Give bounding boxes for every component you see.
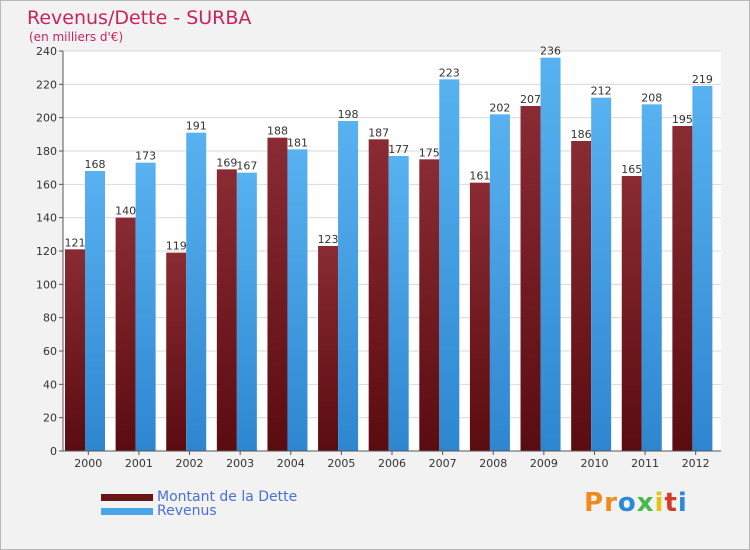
data-label-revenus: 198 <box>338 108 359 121</box>
bar-debt <box>571 141 592 451</box>
bar-debt <box>166 252 187 451</box>
data-label-debt: 195 <box>672 113 693 126</box>
data-label-revenus: 223 <box>439 66 460 79</box>
bar-debt <box>520 106 541 451</box>
data-label-revenus: 212 <box>591 85 612 98</box>
logo-letter: i <box>654 488 665 518</box>
bar-revenus <box>85 171 105 451</box>
x-tick-label: 2005 <box>327 457 355 470</box>
bar-debt <box>115 217 136 451</box>
bar-debt <box>368 139 389 452</box>
data-label-debt: 207 <box>520 93 541 106</box>
legend-swatch-debt <box>101 493 153 501</box>
data-label-revenus: 191 <box>186 120 207 133</box>
logo-letter: x <box>636 488 655 518</box>
bar-revenus <box>489 114 510 451</box>
bar-debt <box>469 182 490 451</box>
x-tick-label: 2003 <box>226 457 254 470</box>
data-label-debt: 175 <box>419 146 440 159</box>
y-tick-label: 120 <box>36 245 57 258</box>
data-label-revenus: 173 <box>135 150 156 163</box>
data-label-debt: 119 <box>166 240 187 253</box>
y-tick-label: 200 <box>36 112 57 125</box>
y-tick-label: 60 <box>43 345 57 358</box>
bar-revenus <box>439 79 460 451</box>
y-tick-label: 240 <box>36 45 57 58</box>
data-label-revenus: 236 <box>540 45 561 58</box>
bar-revenus <box>135 162 156 451</box>
bar-revenus <box>236 172 257 451</box>
x-tick-label: 2010 <box>580 457 608 470</box>
y-tick-label: 160 <box>36 178 57 191</box>
data-label-revenus: 167 <box>236 160 257 173</box>
proxiti-logo: Proxiti <box>584 488 688 518</box>
logo-letter: r <box>604 488 618 518</box>
logo-letter: o <box>617 488 637 518</box>
bar-revenus <box>641 104 662 451</box>
data-label-debt: 169 <box>216 156 237 169</box>
legend-item-debt: Montant de la Dette <box>101 489 297 505</box>
x-tick-label: 2000 <box>74 457 102 470</box>
y-tick-label: 220 <box>36 78 57 91</box>
data-label-debt: 121 <box>65 236 86 249</box>
data-label-revenus: 177 <box>388 143 409 156</box>
x-tick-label: 2007 <box>429 457 457 470</box>
data-label-debt: 123 <box>318 233 339 246</box>
legend-label-debt: Montant de la Dette <box>157 489 298 505</box>
logo-letter: P <box>584 488 605 518</box>
bar-revenus <box>540 57 561 452</box>
legend-swatch-revenus <box>101 507 153 515</box>
chart-subtitle: (en milliers d'€) <box>29 30 124 44</box>
data-label-debt: 140 <box>115 205 136 218</box>
bar-revenus <box>591 97 612 452</box>
bar-revenus <box>186 132 207 451</box>
x-tick-label: 2012 <box>682 457 710 470</box>
bar-debt <box>65 249 85 451</box>
data-label-debt: 188 <box>267 125 288 138</box>
data-label-debt: 186 <box>571 128 592 141</box>
legend-label-revenus: Revenus <box>157 503 217 519</box>
x-tick-label: 2001 <box>125 457 153 470</box>
bar-revenus <box>692 86 713 451</box>
data-label-debt: 165 <box>621 163 642 176</box>
bar-revenus <box>287 149 308 452</box>
legend-item-revenus: Revenus <box>101 503 217 519</box>
data-label-revenus: 208 <box>641 91 662 104</box>
bar-debt <box>267 137 288 451</box>
x-tick-label: 2002 <box>176 457 204 470</box>
y-tick-label: 80 <box>43 312 57 325</box>
y-tick-label: 180 <box>36 145 57 158</box>
x-tick-label: 2006 <box>378 457 406 470</box>
y-tick-label: 100 <box>36 278 57 291</box>
data-label-revenus: 202 <box>489 101 510 114</box>
bar-revenus <box>338 121 359 451</box>
data-label-revenus: 219 <box>692 73 713 86</box>
x-tick-label: 2009 <box>530 457 558 470</box>
y-tick-label: 140 <box>36 212 57 225</box>
data-label-debt: 161 <box>469 170 490 183</box>
chart-title: Revenus/Dette - SURBA <box>27 7 252 29</box>
y-tick-label: 40 <box>43 378 57 391</box>
data-label-debt: 187 <box>368 126 389 139</box>
bar-debt <box>672 126 693 451</box>
logo-letter: i <box>677 488 688 518</box>
x-tick-label: 2011 <box>631 457 659 470</box>
bar-debt <box>216 169 237 452</box>
y-tick-label: 0 <box>50 445 57 458</box>
data-label-revenus: 181 <box>287 136 308 149</box>
bar-revenus <box>388 156 409 451</box>
x-tick-label: 2004 <box>277 457 305 470</box>
bar-debt <box>318 246 339 451</box>
data-label-revenus: 168 <box>85 158 106 171</box>
logo-letter: t <box>664 488 678 518</box>
bar-debt <box>621 176 642 451</box>
x-tick-label: 2008 <box>479 457 507 470</box>
bar-debt <box>419 159 440 452</box>
y-tick-label: 20 <box>43 412 57 425</box>
